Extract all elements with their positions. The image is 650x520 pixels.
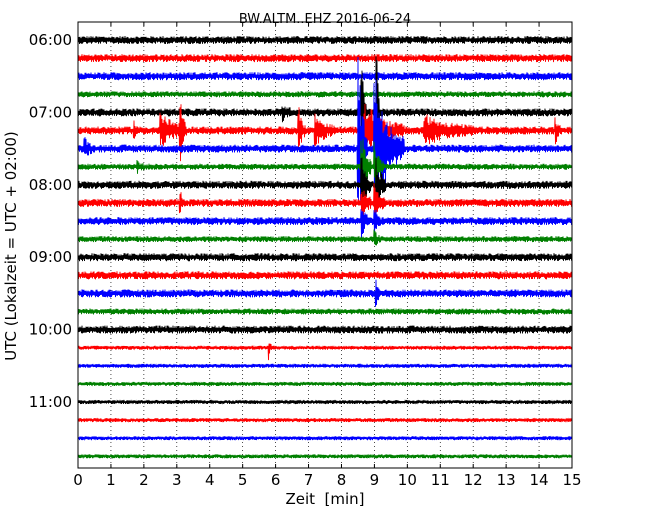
x-tick-label: 11: [431, 471, 450, 489]
x-tick-label: 6: [271, 471, 281, 489]
chart-title: BW.ALTM..EHZ 2016-06-24: [239, 12, 411, 27]
trace-0615: [78, 54, 572, 63]
x-tick-label: 14: [530, 471, 549, 489]
x-tick-label: 7: [304, 471, 314, 489]
trace-1015: [78, 343, 572, 361]
trace-0930: [78, 279, 572, 307]
trace-1100: [78, 399, 572, 405]
trace-0745: [78, 139, 572, 186]
x-tick-label: 8: [337, 471, 347, 489]
trace-0800: [78, 157, 572, 213]
trace-1045: [78, 381, 572, 387]
x-tick-label: 5: [238, 471, 248, 489]
x-tick-label: 15: [562, 471, 581, 489]
y-tick-label: 09:00: [29, 248, 72, 266]
trace-0645: [78, 91, 572, 98]
y-tick-label: 08:00: [29, 176, 72, 194]
y-tick-label: 06:00: [29, 31, 72, 49]
x-tick-label: 12: [464, 471, 483, 489]
x-tick-label: 2: [139, 471, 149, 489]
y-axis-ticks: 06:00 07:00 08:00 09:00 10:00 11:00: [29, 31, 572, 411]
x-tick-label: 9: [370, 471, 380, 489]
y-tick-label: 07:00: [29, 103, 72, 121]
y-tick-label: 10:00: [29, 321, 72, 339]
trace-0945: [78, 308, 572, 315]
x-tick-label: 0: [73, 471, 83, 489]
trace-1000: [78, 325, 572, 334]
x-tick-label: 4: [205, 471, 215, 489]
trace-0830: [78, 209, 572, 241]
trace-1130: [78, 435, 572, 441]
trace-1115: [78, 417, 572, 423]
trace-0730: [78, 56, 572, 218]
x-axis-ticks: 0 1 2 3 4 5 6 7 8 9 10 11 12 13 14 15: [73, 22, 582, 489]
trace-0915: [78, 271, 572, 280]
y-tick-label: 11:00: [29, 393, 72, 411]
trace-0600: [78, 35, 572, 45]
trace-0845: [78, 229, 572, 246]
trace-0715: [78, 103, 572, 162]
x-tick-label: 1: [106, 471, 116, 489]
y-axis-label: UTC (Lokalzeit = UTC + 02:00): [2, 131, 20, 361]
trace-0900: [78, 253, 572, 262]
x-tick-label: 10: [398, 471, 417, 489]
trace-layer: [78, 35, 572, 460]
trace-0630: [78, 72, 572, 81]
trace-1145: [78, 453, 572, 460]
x-tick-label: 3: [172, 471, 182, 489]
trace-0815: [78, 183, 572, 221]
trace-1030: [78, 363, 572, 369]
plot-frame: [77, 21, 573, 469]
x-tick-label: 13: [497, 471, 516, 489]
x-axis-label: Zeit [min]: [285, 490, 364, 508]
